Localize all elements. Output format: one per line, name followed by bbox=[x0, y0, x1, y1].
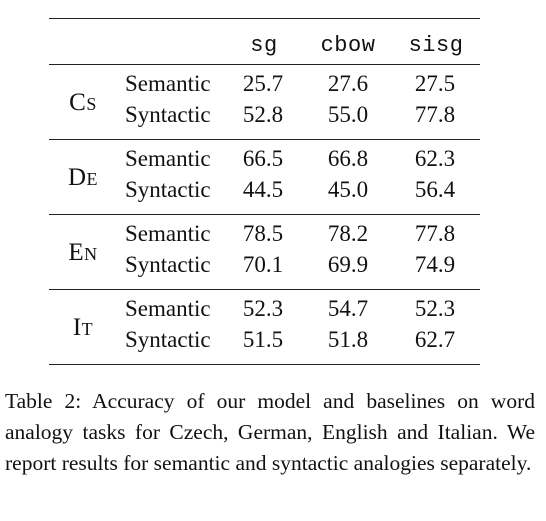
table-cell: 52.8 bbox=[242, 102, 284, 127]
table-row: Semantic 78.5 78.2 77.8 bbox=[49, 221, 480, 251]
analogy-type-label: Semantic bbox=[125, 221, 211, 246]
analogy-type-label: Semantic bbox=[125, 296, 211, 321]
table-group-cs: Cs Semantic 25.7 27.6 27.5 Syntactic 52.… bbox=[49, 65, 480, 139]
analogy-type-label: Syntactic bbox=[125, 252, 211, 277]
table-cell: 27.5 bbox=[414, 71, 456, 96]
analogy-type-label: Syntactic bbox=[125, 102, 211, 127]
language-label: De bbox=[67, 164, 99, 191]
table-cell: 78.5 bbox=[242, 221, 284, 246]
table-row: Syntactic 52.8 55.0 77.8 bbox=[49, 102, 480, 132]
table-cell: 77.8 bbox=[414, 102, 456, 127]
table-row: Semantic 52.3 54.7 52.3 bbox=[49, 296, 480, 326]
table-cell: 69.9 bbox=[327, 252, 369, 277]
table-cell: 51.5 bbox=[242, 327, 284, 352]
table-rule bbox=[49, 139, 480, 140]
table-rule bbox=[49, 64, 480, 65]
table-cell: 45.0 bbox=[327, 177, 369, 202]
table-cell: 44.5 bbox=[242, 177, 284, 202]
table-group-it: It Semantic 52.3 54.7 52.3 Syntactic 51.… bbox=[49, 290, 480, 364]
table-top-rule bbox=[49, 18, 480, 19]
table-cell: 77.8 bbox=[414, 221, 456, 246]
language-label: En bbox=[68, 239, 98, 266]
table-cell: 74.9 bbox=[414, 252, 456, 277]
language-label: Cs bbox=[69, 89, 97, 116]
table-group-de: De Semantic 66.5 66.8 62.3 Syntactic 44.… bbox=[49, 140, 480, 214]
table-cell: 52.3 bbox=[242, 296, 284, 321]
column-header-sg: sg bbox=[250, 33, 278, 58]
table-rule bbox=[49, 214, 480, 215]
column-header-sisg: sisg bbox=[408, 33, 464, 58]
table-cell: 78.2 bbox=[327, 221, 369, 246]
table-row: Semantic 66.5 66.8 62.3 bbox=[49, 146, 480, 176]
table-bottom-rule bbox=[49, 364, 480, 365]
column-header-cbow: cbow bbox=[320, 33, 376, 58]
table-row: Syntactic 44.5 45.0 56.4 bbox=[49, 177, 480, 207]
analogy-type-label: Syntactic bbox=[125, 327, 211, 352]
analogy-type-label: Syntactic bbox=[125, 177, 211, 202]
analogy-type-label: Semantic bbox=[125, 146, 211, 171]
table-cell: 55.0 bbox=[327, 102, 369, 127]
language-label: It bbox=[72, 314, 94, 341]
table-header-row: sg cbow sisg bbox=[49, 19, 480, 64]
table-row: Semantic 25.7 27.6 27.5 bbox=[49, 71, 480, 101]
table-cell: 66.8 bbox=[327, 146, 369, 171]
table-caption: Table 2: Accuracy of our model and basel… bbox=[5, 389, 535, 475]
table-cell: 54.7 bbox=[327, 296, 369, 321]
table-cell: 25.7 bbox=[242, 71, 284, 96]
analogy-type-label: Semantic bbox=[125, 71, 211, 96]
table-cell: 51.8 bbox=[327, 327, 369, 352]
table-cell: 62.3 bbox=[414, 146, 456, 171]
results-table: sg cbow sisg Cs Semantic 25.7 27.6 27.5 … bbox=[49, 18, 480, 365]
table-cell: 62.7 bbox=[414, 327, 456, 352]
table-cell: 70.1 bbox=[242, 252, 284, 277]
table-group-en: En Semantic 78.5 78.2 77.8 Syntactic 70.… bbox=[49, 215, 480, 289]
table-row: Syntactic 51.5 51.8 62.7 bbox=[49, 327, 480, 357]
table-cell: 66.5 bbox=[242, 146, 284, 171]
table-cell: 56.4 bbox=[414, 177, 456, 202]
table-cell: 27.6 bbox=[327, 71, 369, 96]
table-cell: 52.3 bbox=[414, 296, 456, 321]
table-row: Syntactic 70.1 69.9 74.9 bbox=[49, 252, 480, 282]
table-rule bbox=[49, 289, 480, 290]
